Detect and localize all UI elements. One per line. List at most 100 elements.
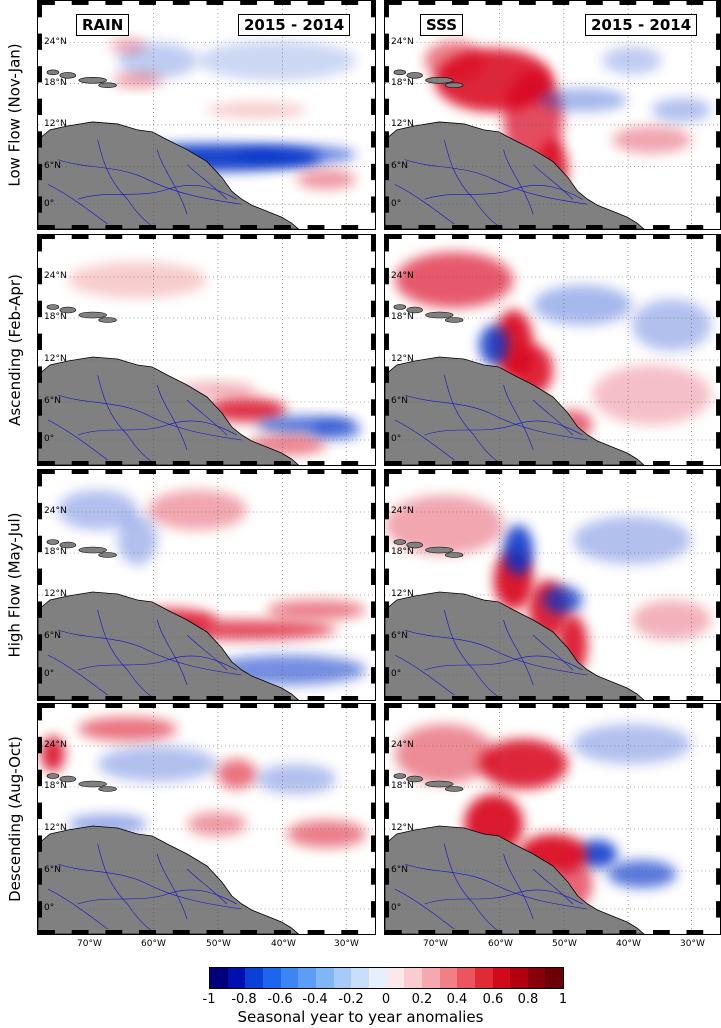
frame-tick [418,470,436,474]
lon-tick: 50°W [552,939,577,949]
lat-tick: 12°N [44,589,67,600]
frame-tick [371,235,375,252]
lon-tick: 60°W [488,939,513,949]
frame-tick [385,366,389,383]
caribbean-island [46,773,60,779]
frame-tick [385,1,402,5]
frame-tick [686,704,704,708]
frame-tick [206,461,224,465]
frame-tick [371,333,375,350]
frame-tick [385,470,389,487]
river-line [97,609,158,700]
positive-anomaly-area [40,736,65,772]
frame-tick [385,901,389,918]
frame-tick [485,1,503,5]
frame-tick [716,704,720,721]
map-svg [385,1,720,229]
frame-tick [273,225,291,229]
frame-tick [38,736,42,754]
negative-anomaly-area [57,490,138,530]
lat-tick: 6°N [44,160,61,171]
frame-tick [38,667,42,684]
lon-tick: 70°W [423,939,448,949]
frame-tick [371,399,375,416]
frame-tick [385,432,389,449]
negative-anomaly-area [503,525,534,575]
river-line [404,629,588,676]
frame-tick [105,470,123,474]
frame-tick [552,461,570,465]
colorbar-segment [510,968,528,988]
frame-tick [172,696,190,700]
frame-tick [206,235,224,239]
caribbean-island [444,786,464,792]
positive-anomaly-area [109,37,146,54]
lat-tick: 12°N [44,354,67,365]
lat-tick: 6°N [44,865,61,876]
positive-anomaly-area [206,398,287,422]
frame-tick [385,769,389,787]
frame-tick [172,235,190,239]
rain-tag: RAIN [76,14,130,36]
frame-tick [172,461,190,465]
lat-tick: 24°N [391,740,414,751]
river-line [394,419,455,461]
frame-tick [38,399,42,416]
frame-tick [716,1,720,18]
frame-tick [38,568,42,585]
lon-tick: 50°W [206,939,231,949]
caribbean-island [78,311,107,319]
lat-tick: 18°N [44,781,67,792]
frame-tick [716,470,720,487]
frame-tick [38,235,55,239]
river-line [404,394,588,441]
river-line [503,384,534,451]
colorbar-segment [492,968,511,988]
frame-tick [139,235,156,239]
colorbar-segment [386,968,405,988]
river-line [444,843,504,934]
frame-tick [240,225,258,229]
frame-tick [240,930,258,934]
frame-tick [619,235,637,239]
frame-tick [385,704,389,721]
frame-tick [38,366,42,383]
positive-anomaly-area [592,365,712,425]
frame-tick [307,461,325,465]
frame-tick [653,235,670,239]
negative-anomaly-area [256,764,337,794]
frame-tick [38,868,42,885]
frame-tick [273,1,291,5]
negative-anomaly-area [478,325,509,365]
frame-tick [307,470,325,474]
colorbar-segment [298,968,316,988]
colorbar-tick: -0.8 [231,992,257,1007]
frame-tick [38,601,42,618]
frame-tick [686,225,704,229]
river-line [47,888,108,930]
frame-tick [686,235,704,239]
river-line [157,384,188,451]
frame-tick [371,634,375,651]
south-america-landmass [385,356,645,465]
frame-tick [38,235,42,252]
frame-tick [653,696,670,700]
caribbean-island [444,317,464,323]
lat-tick: 0° [44,669,55,680]
caribbean-island [444,552,464,558]
frame-tick [716,163,720,181]
frame-tick [686,461,704,465]
lon-tick: 30°W [334,939,359,949]
frame-tick [385,535,389,553]
south-america-landmass [38,825,300,934]
caribbean-island [59,306,77,314]
frame-tick [418,696,436,700]
caribbean-island [406,541,423,549]
frame-tick [716,98,720,115]
negative-anomaly-area [651,98,712,122]
frame-tick [307,704,325,708]
frame-tick [586,470,603,474]
caribbean-island [78,780,107,788]
frame-tick [485,704,503,708]
river-line [404,159,588,205]
